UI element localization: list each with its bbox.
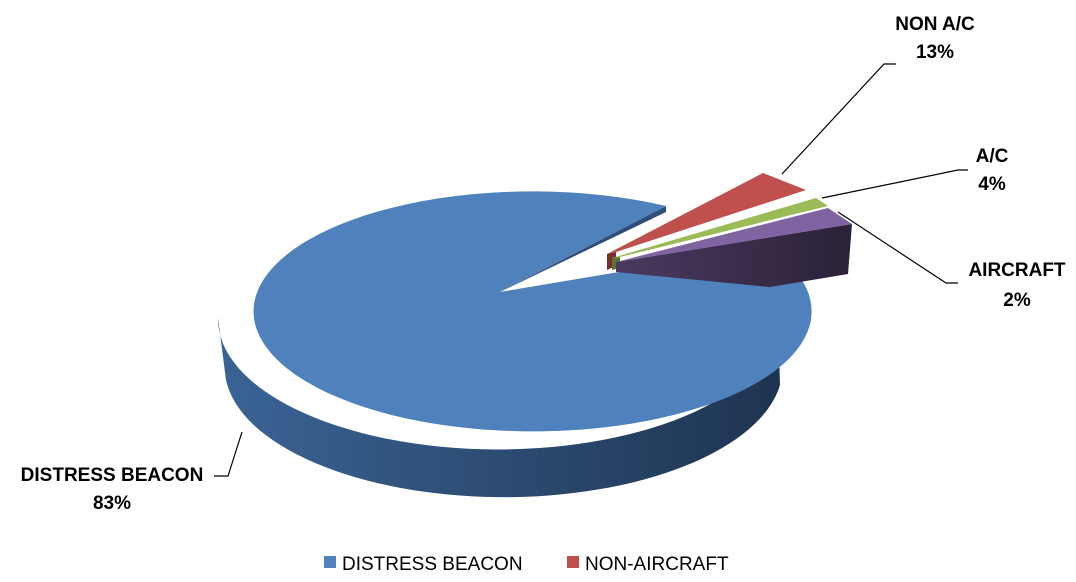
data-label-ac-name: A/C xyxy=(976,146,1009,167)
leader-line-ac xyxy=(821,169,968,199)
data-label-distress-beacon-name: DISTRESS BEACON xyxy=(21,465,204,486)
data-label-ac-percent: 4% xyxy=(978,174,1006,195)
legend-label-distress-beacon: DISTRESS BEACON xyxy=(342,554,523,575)
leader-line-distress-beacon xyxy=(214,431,243,477)
slice-distress-beacon[interactable] xyxy=(253,191,812,432)
slice-side-aircraft xyxy=(616,224,852,287)
slice-side-distress-beacon xyxy=(217,318,781,498)
data-label-non-ac-percent: 13% xyxy=(916,42,954,63)
data-label-aircraft-percent: 2% xyxy=(1003,290,1031,311)
legend-label-non-aircraft: NON-AIRCRAFT xyxy=(585,554,729,575)
data-label-distress-beacon-percent: 83% xyxy=(93,493,131,514)
leader-line-non-ac xyxy=(781,63,896,175)
legend: DISTRESS BEACON NON-AIRCRAFT xyxy=(324,554,729,575)
legend-swatch-non-aircraft xyxy=(567,556,579,568)
legend-swatch-distress-beacon xyxy=(324,556,336,568)
data-label-non-ac-name: NON A/C xyxy=(895,14,975,35)
data-label-aircraft-name: AIRCRAFT xyxy=(968,260,1065,281)
leader-line-aircraft xyxy=(837,211,958,284)
slice-aircraft[interactable] xyxy=(616,208,852,262)
slice-ac[interactable] xyxy=(612,198,828,258)
slice-non-ac[interactable] xyxy=(607,173,806,254)
